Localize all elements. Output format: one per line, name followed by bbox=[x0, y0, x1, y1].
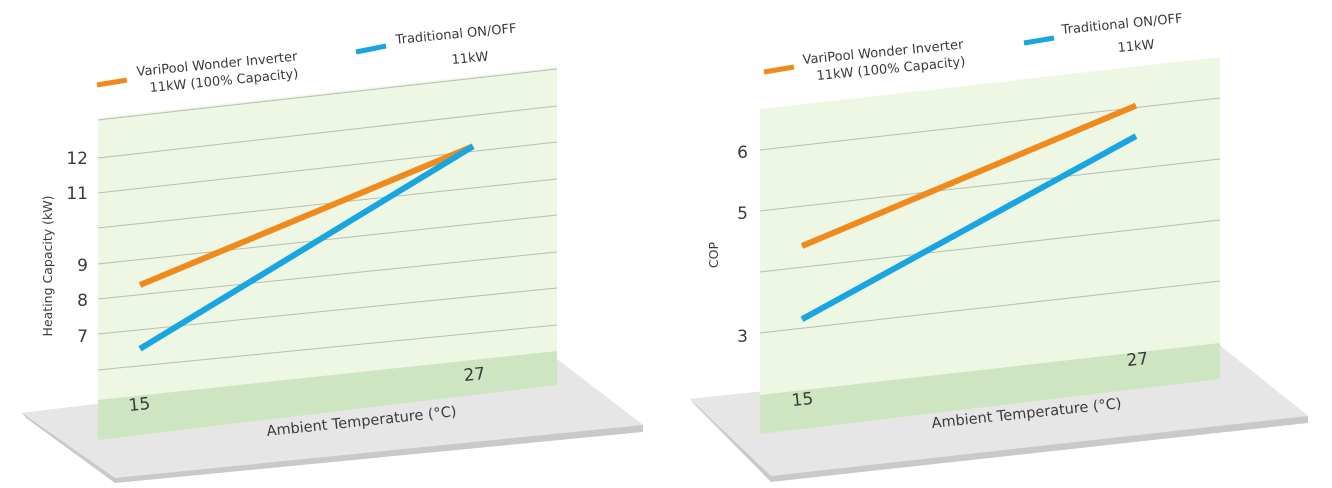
x-tick-label: 27 bbox=[1126, 349, 1150, 371]
y-tick-label: 6 bbox=[737, 143, 748, 163]
legend-swatch-varipool bbox=[97, 80, 127, 85]
legend-label-traditional: Traditional ON/OFF bbox=[394, 21, 517, 48]
y-tick-label: 7 bbox=[77, 327, 88, 347]
x-tick-label: 15 bbox=[791, 389, 815, 411]
legend-swatch-varipool bbox=[764, 67, 794, 72]
legend-sublabel-traditional: 11kW bbox=[451, 49, 489, 67]
y-tick-label: 11 bbox=[66, 184, 88, 204]
y-tick-label: 3 bbox=[737, 327, 748, 347]
y-tick-label: 12 bbox=[66, 149, 88, 169]
legend-label-traditional: Traditional ON/OFF bbox=[1060, 11, 1183, 38]
legend-sublabel-traditional: 11kW bbox=[1117, 37, 1155, 55]
legend-swatch-traditional bbox=[356, 46, 386, 52]
x-tick-label: 15 bbox=[128, 394, 152, 416]
y-axis-label: COP bbox=[706, 241, 721, 268]
y-tick-label: 8 bbox=[77, 291, 88, 311]
legend-swatch-traditional bbox=[1024, 38, 1054, 43]
y-axis-label: Heating Capacity (kW) bbox=[40, 196, 55, 337]
y-tick-label: 5 bbox=[737, 204, 748, 224]
y-tick-label: 9 bbox=[77, 256, 88, 276]
x-tick-label: 27 bbox=[463, 364, 487, 386]
